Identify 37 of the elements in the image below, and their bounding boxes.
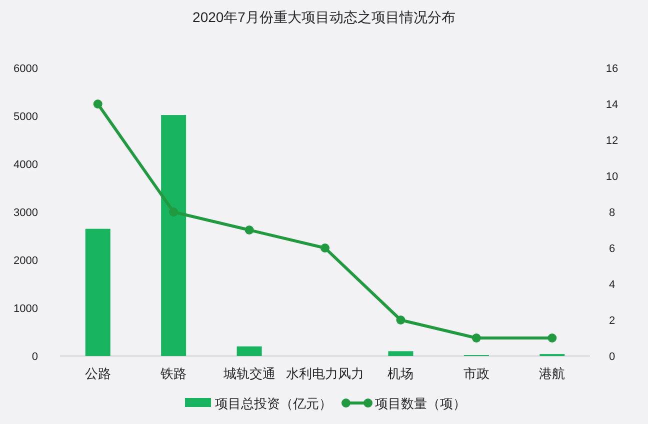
y2-tick-label: 16 bbox=[606, 63, 618, 75]
chart-title: 2020年7月份重大项目动态之项目情况分布 bbox=[192, 9, 456, 25]
y-tick-label: 1000 bbox=[14, 303, 38, 315]
legend-label: 项目数量（项） bbox=[375, 396, 466, 411]
y2-tick-label: 2 bbox=[608, 315, 616, 327]
point bbox=[93, 100, 102, 108]
point bbox=[548, 334, 557, 342]
bar bbox=[236, 346, 262, 356]
y2-tick-label: 4 bbox=[608, 279, 616, 291]
bar bbox=[161, 115, 186, 356]
y-tick-label: 0 bbox=[32, 351, 38, 363]
x-tick-label: 水利电力风力 bbox=[286, 366, 364, 381]
y2-tick-label: 6 bbox=[608, 243, 616, 255]
x-tick-label: 市政 bbox=[463, 366, 490, 381]
point bbox=[472, 334, 481, 342]
point bbox=[396, 316, 406, 324]
bar bbox=[388, 351, 414, 356]
y-tick-label: 3000 bbox=[14, 207, 38, 219]
x-tick-label: 城轨交通 bbox=[222, 366, 276, 381]
y2-tick-label: 10 bbox=[606, 171, 618, 183]
x-tick-label: 公路 bbox=[84, 366, 111, 381]
y2-tick-label: 12 bbox=[606, 135, 618, 147]
y-tick-label: 6000 bbox=[14, 63, 38, 75]
y-tick-label: 5000 bbox=[14, 111, 38, 123]
legend-label: 项目总投资（亿元） bbox=[215, 396, 332, 411]
y2-tick-label: 0 bbox=[608, 351, 616, 363]
x-tick-label: 机场 bbox=[388, 366, 414, 381]
point bbox=[320, 244, 330, 252]
x-tick-label: 港航 bbox=[539, 366, 566, 381]
x-tick-label: 铁路 bbox=[160, 366, 187, 381]
bar bbox=[85, 228, 110, 356]
point bbox=[244, 226, 254, 234]
y2-tick-label: 14 bbox=[606, 99, 618, 111]
y2-tick-label: 8 bbox=[608, 207, 616, 219]
point bbox=[169, 208, 178, 216]
y-tick-label: 2000 bbox=[14, 255, 38, 267]
y-tick-label: 4000 bbox=[14, 159, 38, 171]
